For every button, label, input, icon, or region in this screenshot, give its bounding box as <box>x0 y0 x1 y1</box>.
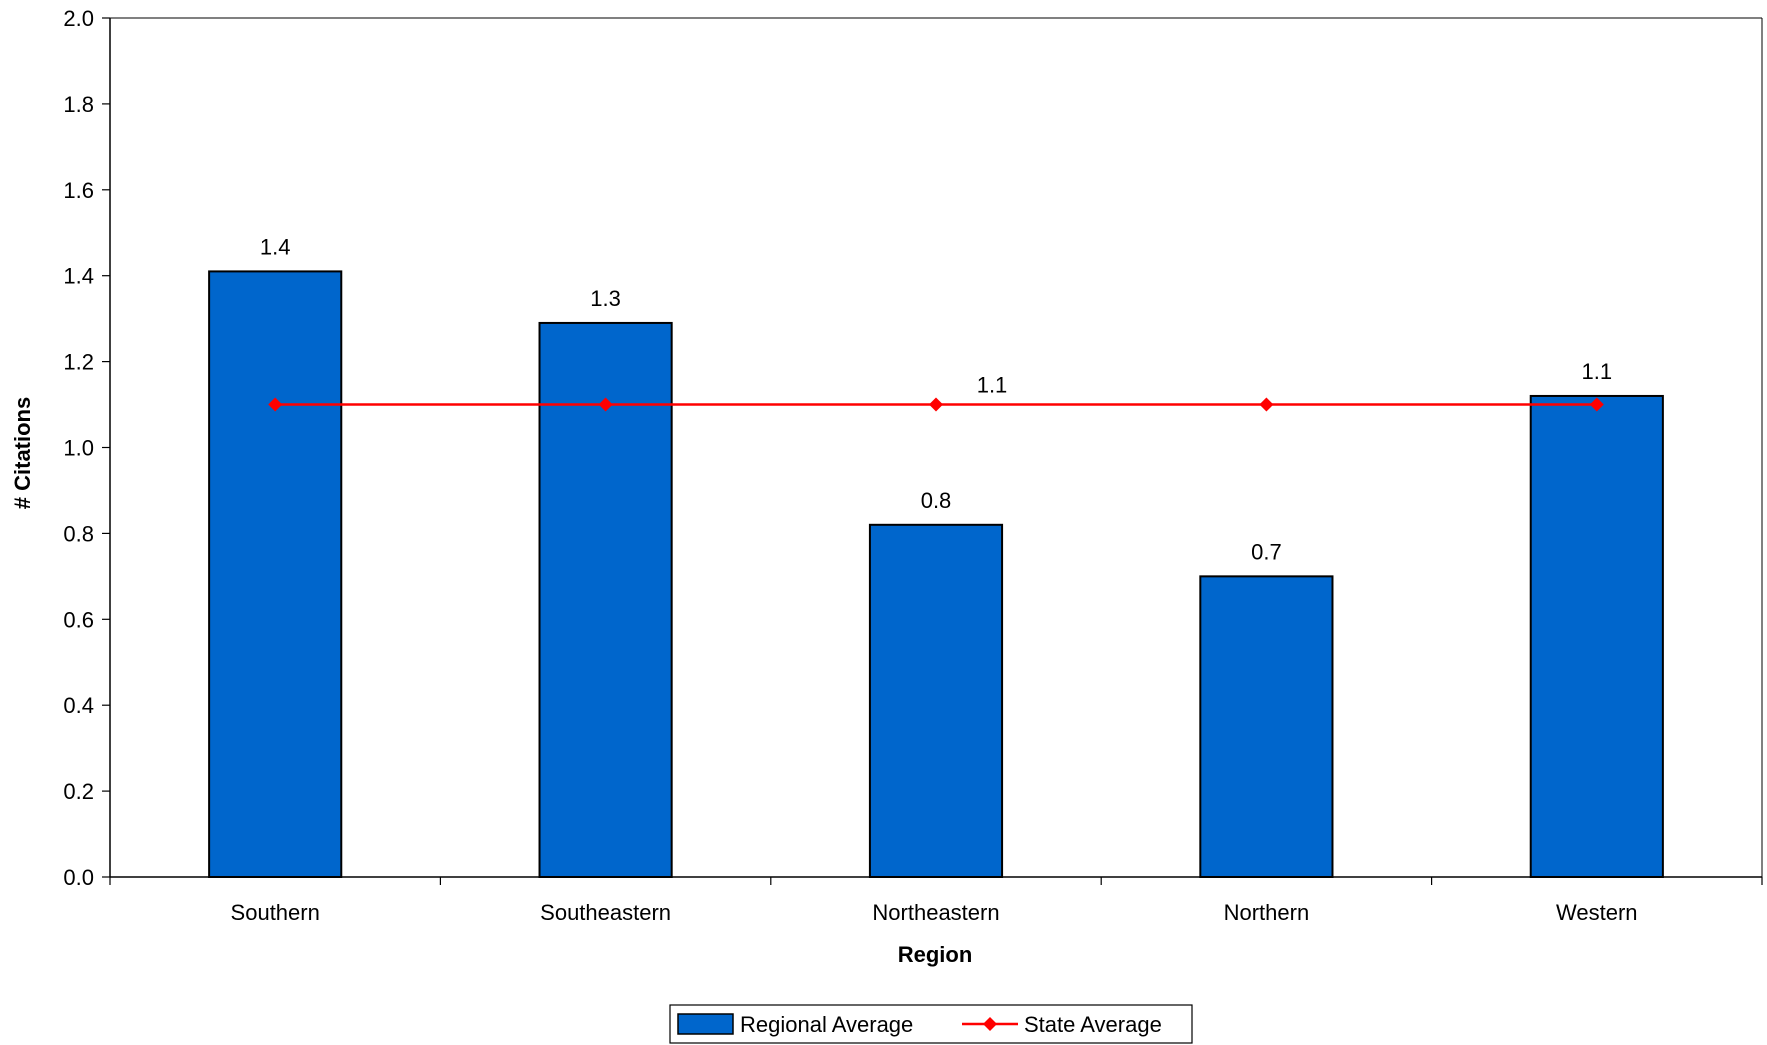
y-tick-label: 2.0 <box>63 6 94 31</box>
bar <box>208 270 343 878</box>
plot-area: 0.0 0.2 0.4 0.6 0.8 1.0 1.2 1.4 1.6 1.8 2.0 1.4 1.3… <box>63 6 1763 925</box>
x-axis-title: Region <box>898 942 973 967</box>
bar-data-labels: 1.4 1.3 0.8 0.7 1.1 <box>260 234 1612 564</box>
y-tick-label: 1.0 <box>63 436 94 461</box>
bar-data-label: 1.1 <box>1582 359 1613 384</box>
line-marker <box>929 397 943 412</box>
y-axis-ticks: 0.0 0.2 0.4 0.6 0.8 1.0 1.2 1.4 1.6 1.8 2.0 <box>63 6 110 890</box>
bar <box>1199 575 1334 878</box>
x-axis-ticks: Southern Southeastern Northeastern Northern… <box>109 877 1763 925</box>
bar-data-label: 0.7 <box>1251 539 1282 564</box>
legend-label-regional-average: Regional Average <box>740 1012 913 1037</box>
x-tick-label: Southern <box>231 900 320 925</box>
bar <box>538 321 673 878</box>
line-marker <box>1259 397 1274 412</box>
y-tick-label: 0.0 <box>63 865 94 890</box>
bar <box>868 523 1004 878</box>
legend-border <box>669 1004 1193 1044</box>
legend-marker-state-average <box>983 1017 997 1031</box>
y-tick-label: 1.4 <box>63 264 94 289</box>
legend-swatch-regional-average <box>677 1013 734 1035</box>
line-marker <box>268 397 283 412</box>
y-tick-label: 1.6 <box>63 178 94 203</box>
legend-label-state-average: State Average <box>1024 1012 1162 1037</box>
y-tick-label: 0.2 <box>63 779 94 804</box>
line-series: 1.1 <box>268 373 1604 412</box>
bar <box>1529 394 1664 878</box>
line-data-label: 1.1 <box>977 373 1008 398</box>
bar-data-label: 1.4 <box>260 234 291 259</box>
line-marker <box>598 397 613 412</box>
y-tick-label: 0.4 <box>63 693 94 718</box>
x-tick-label: Western <box>1556 900 1638 925</box>
y-tick-label: 0.8 <box>63 521 94 546</box>
legend: Regional Average State Average <box>669 1004 1193 1044</box>
x-tick-label: Northern <box>1224 900 1310 925</box>
y-tick-label: 1.2 <box>63 350 94 375</box>
y-axis-title: # Citations <box>10 397 35 509</box>
y-tick-label: 1.8 <box>63 92 94 117</box>
x-tick-label: Southeastern <box>540 900 671 925</box>
bar-data-label: 1.3 <box>590 286 621 311</box>
y-tick-label: 0.6 <box>63 607 94 632</box>
bar-data-label: 0.8 <box>921 488 952 513</box>
x-tick-label: Northeastern <box>872 900 999 925</box>
bar-series <box>208 270 1664 878</box>
line-marker <box>1589 397 1604 412</box>
